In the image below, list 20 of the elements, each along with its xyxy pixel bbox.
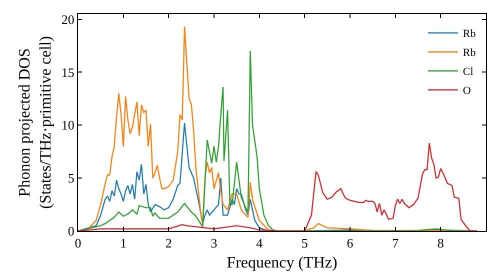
y-tick-label: 10 [61, 118, 74, 133]
x-tick-label: 5 [301, 236, 308, 251]
y-tick-label: 20 [61, 12, 74, 27]
x-tick-label: 3 [210, 236, 218, 251]
y-axis-title: Phonon projected DOS (States/THz·primitive cell) [16, 36, 54, 209]
x-tick-label: 8 [437, 236, 444, 251]
legend-label: Cl [462, 66, 474, 78]
x-tick-label: 4 [256, 236, 264, 251]
y-tick-label: 0 [68, 224, 74, 239]
x-tick-label: 2 [165, 236, 172, 251]
y-tick-label: 5 [68, 170, 74, 186]
y-tick-label: 15 [61, 64, 74, 80]
x-tick-label: 1 [120, 236, 127, 251]
legend-label: Rb [462, 28, 476, 40]
legend-label: O [462, 85, 471, 98]
x-axis-title: Frequency (THz) [226, 254, 338, 272]
x-tick-label: 7 [392, 236, 400, 251]
x-tick-label: 6 [346, 236, 354, 251]
legend-label: Rb [462, 47, 476, 60]
line-series [78, 142, 478, 231]
